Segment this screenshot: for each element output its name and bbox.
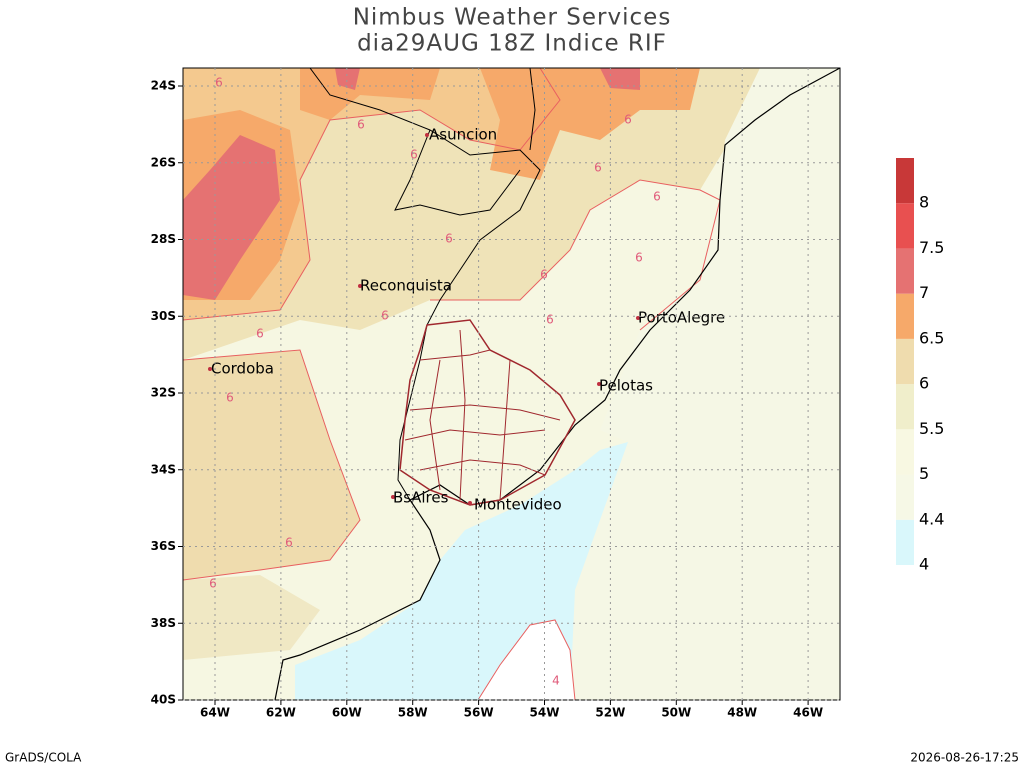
colorbar-label: 5 xyxy=(919,464,929,483)
field-4 xyxy=(477,619,576,700)
field-7 xyxy=(183,135,280,300)
lat-tick-label: 24S xyxy=(151,79,176,93)
contour-label: 6 xyxy=(540,268,548,282)
contour-labels: 6 6 6 6 6 6 6 6 6 6 6 6 6 6 6 4 xyxy=(209,76,661,688)
city-label: Pelotas xyxy=(599,377,653,395)
colorbar: 4 4.4 5 5.5 6 6.5 7 7.5 8 xyxy=(896,158,944,574)
contour-line xyxy=(183,349,361,581)
colorbar-box xyxy=(896,384,914,430)
border xyxy=(394,68,536,216)
contour-label: 6 xyxy=(653,190,661,204)
contour-label: 6 xyxy=(226,391,234,405)
lat-tick-label: 28S xyxy=(151,232,176,246)
border xyxy=(309,68,541,501)
city-label: PortoAlegre xyxy=(638,309,725,327)
colorbar-box xyxy=(896,203,914,249)
footer-left: GrADS/COLA xyxy=(5,751,82,765)
contour-label: 6 xyxy=(381,309,389,323)
city-label: Reconquista xyxy=(360,277,452,295)
contour-label: 6 xyxy=(546,313,554,327)
colorbar-label: 7.5 xyxy=(919,238,944,257)
colorbar-label: 5.5 xyxy=(919,419,944,438)
field-6 xyxy=(183,575,320,660)
city-label: BsAires xyxy=(393,489,449,507)
lon-tick-label: 46W xyxy=(793,706,823,720)
colorbar-label: 8 xyxy=(919,193,929,212)
cities: Asuncion Reconquista Cordoba PortoAlegre… xyxy=(208,126,725,514)
city-dot xyxy=(468,501,472,505)
field-6-5 xyxy=(300,68,440,120)
lon-tick-label: 48W xyxy=(727,706,757,720)
city-dot xyxy=(597,382,601,386)
lon-tick-label: 54W xyxy=(530,706,560,720)
contour-line xyxy=(183,68,561,321)
contour-label: 4 xyxy=(552,674,560,688)
contour-line xyxy=(430,179,721,331)
city-dot xyxy=(425,133,429,137)
contour-label: 6 xyxy=(256,327,264,341)
contour-label: 6 xyxy=(410,148,418,162)
city-dot xyxy=(208,367,212,371)
lat-tick-label: 34S xyxy=(151,462,176,476)
colorbar-box xyxy=(896,474,914,520)
contour-label: 6 xyxy=(209,577,217,591)
field-6 xyxy=(183,68,760,360)
city-dot xyxy=(636,316,640,320)
axes: 24S 26S 28S 30S 32S 34S 36S 38S 40S 64W 62W 60W 58W 5… xyxy=(151,68,840,720)
lon-tick-label: 52W xyxy=(595,706,625,720)
city-label: Montevideo xyxy=(474,496,562,514)
contour-label: 6 xyxy=(357,118,365,132)
lon-tick-label: 64W xyxy=(200,706,230,720)
title: Nimbus Weather Services xyxy=(353,5,672,31)
colorbar-label: 6 xyxy=(919,374,929,393)
lat-tick-label: 40S xyxy=(151,693,176,707)
colorbar-label: 6.5 xyxy=(919,328,944,347)
colorbar-label: 7 xyxy=(919,283,929,302)
field-6-5 xyxy=(480,68,700,180)
lat-tick-label: 30S xyxy=(151,309,176,323)
lon-tick-label: 50W xyxy=(661,706,691,720)
contour-label: 6 xyxy=(285,536,293,550)
lon-tick-label: 58W xyxy=(398,706,428,720)
contour-label: 6 xyxy=(594,161,602,175)
contour-label: 6 xyxy=(624,113,632,127)
colorbar-label: 4.4 xyxy=(919,509,944,528)
subtitle: dia29AUG 18Z Indice RIF xyxy=(357,31,667,57)
contour-label: 6 xyxy=(445,232,453,246)
city-dot xyxy=(391,495,395,499)
city-dot xyxy=(358,284,362,288)
field-6 xyxy=(183,350,360,580)
lat-tick-label: 32S xyxy=(151,386,176,400)
colorbar-label: 4 xyxy=(919,555,929,574)
department-border xyxy=(404,329,561,501)
colorbar-box xyxy=(896,338,914,385)
map-fields xyxy=(183,68,840,700)
contour-label: 6 xyxy=(215,76,223,90)
footer-right: 2026-08-26-17:25 xyxy=(910,751,1019,765)
colorbar-box xyxy=(896,158,914,204)
lon-tick-label: 56W xyxy=(464,706,494,720)
colorbar-box xyxy=(896,429,914,475)
lon-tick-label: 62W xyxy=(266,706,296,720)
lon-tick-label: 60W xyxy=(332,706,362,720)
colorbar-box xyxy=(896,293,914,339)
lat-tick-label: 38S xyxy=(151,616,176,630)
lat-tick-label: 36S xyxy=(151,539,176,553)
colorbar-box xyxy=(896,519,914,565)
coastline xyxy=(274,68,840,700)
map-frame xyxy=(182,67,841,701)
city-label: Cordoba xyxy=(211,360,274,378)
field-ocean xyxy=(560,68,840,700)
lat-tick-label: 26S xyxy=(151,155,176,169)
colorbar-box xyxy=(896,248,914,294)
city-label: Asuncion xyxy=(429,126,497,144)
contour-label: 6 xyxy=(635,251,643,265)
